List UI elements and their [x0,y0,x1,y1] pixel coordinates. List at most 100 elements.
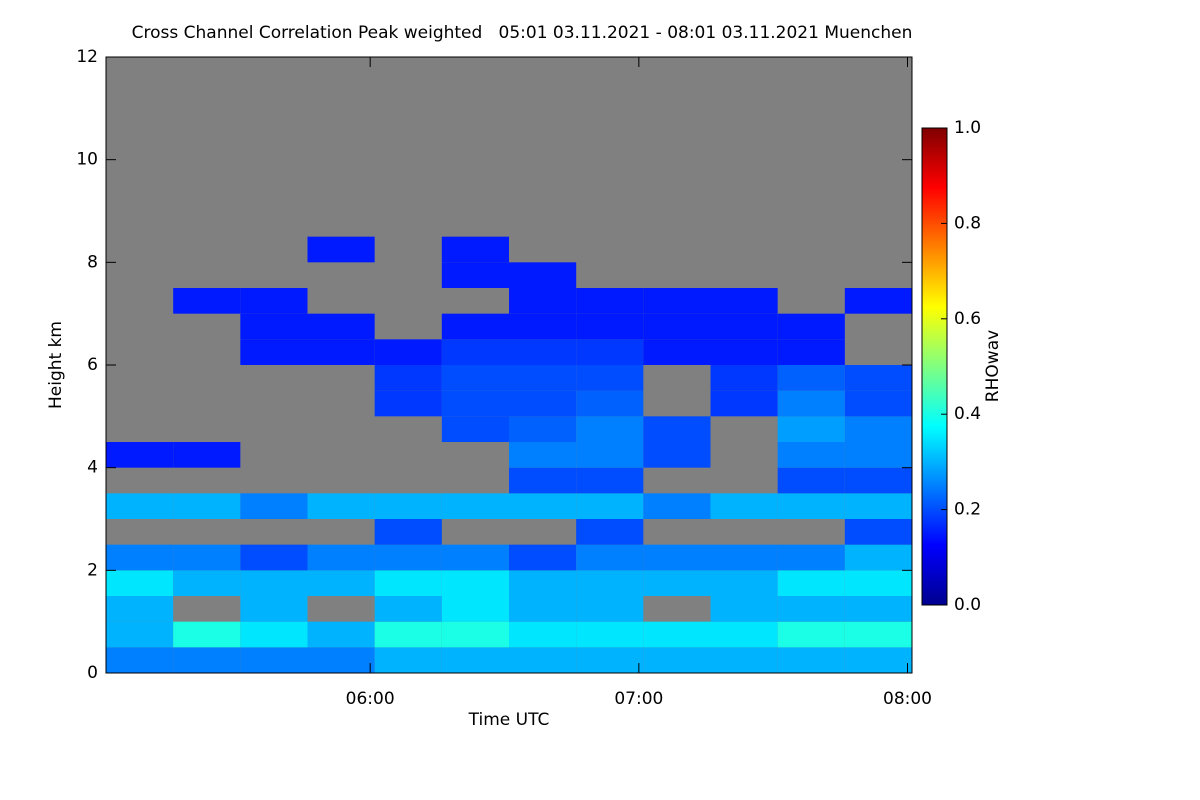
heatmap-cell [844,570,912,596]
heatmap-cell [441,647,509,673]
heatmap-cell [240,647,308,673]
heatmap-cell [240,339,308,365]
heatmap-cell [441,570,509,596]
heatmap-cell [844,647,912,673]
heatmap-cell [441,544,509,571]
heatmap-cell [307,570,375,596]
heatmap-cell [374,390,442,417]
colorbar-label: RHOwav [983,330,1003,402]
x-tick-label: 06:00 [346,689,395,709]
heatmap-cell [710,596,778,622]
heatmap-cell [777,390,845,417]
heatmap-cell [106,596,174,622]
heatmap-cell [106,544,174,571]
heatmap-cell [374,544,442,571]
heatmap-cell [106,442,174,468]
heatmap-cell [240,493,308,519]
heatmap-cell [643,621,711,648]
heatmap-cell [441,365,509,391]
heatmap-cell [307,236,375,263]
y-tick-label: 8 [87,252,98,272]
heatmap-cell [576,313,644,340]
heatmap-cell [509,621,577,648]
heatmap-cell [710,647,778,673]
heatmap-cell [777,313,845,340]
heatmap-cell [576,442,644,468]
heatmap-cell [710,288,778,314]
heatmap-cell [173,621,241,648]
heatmap-cell [106,570,174,596]
heatmap-cell [710,570,778,596]
heatmap-cell [777,596,845,622]
heatmap-cell [777,544,845,571]
chart-title: Cross Channel Correlation Peak weighted … [132,23,913,43]
x-tick-label: 08:00 [883,689,932,709]
heatmap-cell [643,288,711,314]
heatmap-cell [240,288,308,314]
heatmap-cell [240,596,308,622]
heatmap-cell [509,467,577,494]
colorbar-tick-label: 0.4 [954,404,981,424]
x-axis-label: Time UTC [468,710,550,730]
heatmap-cell [509,416,577,442]
heatmap-cell [509,442,577,468]
heatmap-cell [777,339,845,365]
heatmap-cell [374,621,442,648]
heatmap-cell [576,416,644,442]
heatmap-cell [307,544,375,571]
y-tick-label: 0 [87,663,98,683]
heatmap-cell [441,339,509,365]
heatmap-cell [509,365,577,391]
heatmap-cell [576,339,644,365]
heatmap-cell [844,288,912,314]
heatmap-cell [710,339,778,365]
heatmap-cell [509,390,577,417]
heatmap-cell [576,467,644,494]
y-tick-label: 2 [87,560,98,580]
heatmap-cell [509,493,577,519]
heatmap-cell [777,621,845,648]
heatmap-cell [844,493,912,519]
colorbar-tick-label: 1.0 [954,118,981,138]
heatmap-cell [710,493,778,519]
heatmap-cell [509,647,577,673]
heatmap-cell [509,313,577,340]
heatmap-cell [509,596,577,622]
heatmap-cell [643,647,711,673]
heatmap-cell [777,467,845,494]
heatmap-cell [509,544,577,571]
heatmap-cell [710,544,778,571]
heatmap-cell [777,493,845,519]
heatmap-cell [777,442,845,468]
heatmap-cell [173,544,241,571]
heatmap-cell [307,621,375,648]
heatmap-cell [374,339,442,365]
heatmap-cell [844,390,912,417]
heatmap-cell [643,313,711,340]
heatmap-cell [106,647,174,673]
heatmap-cell [441,262,509,288]
heatmap-cell [643,339,711,365]
heatmap-cell [576,647,644,673]
heatmap-cell [374,596,442,622]
heatmap-cell [576,519,644,545]
heatmap-cell [307,493,375,519]
heatmap-cell [106,493,174,519]
colorbar-tick-label: 0.2 [954,500,981,520]
heatmap-cell [576,596,644,622]
heatmap-cell [173,442,241,468]
heatmap-cell [173,288,241,314]
x-tick-label: 07:00 [614,689,663,709]
heatmap-cell [441,390,509,417]
heatmap-cell [844,467,912,494]
heatmap-cell [509,339,577,365]
heatmap-cell [643,442,711,468]
heatmap-cell [576,288,644,314]
heatmap-cell [374,519,442,545]
heatmap-cell [374,647,442,673]
heatmap-cell [576,621,644,648]
heatmap-cell [643,493,711,519]
heatmap-cell [374,570,442,596]
heatmap-cell [777,416,845,442]
heatmap-cell [844,442,912,468]
